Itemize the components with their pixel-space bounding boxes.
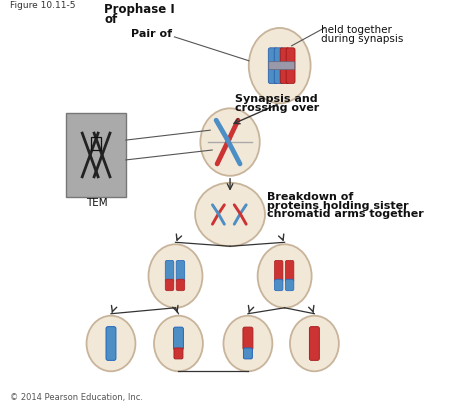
Ellipse shape — [249, 28, 310, 103]
Ellipse shape — [195, 183, 265, 246]
FancyBboxPatch shape — [243, 327, 253, 350]
FancyBboxPatch shape — [310, 327, 319, 360]
FancyBboxPatch shape — [285, 260, 294, 282]
FancyBboxPatch shape — [274, 279, 283, 291]
Ellipse shape — [154, 316, 203, 371]
Text: held together: held together — [321, 25, 392, 35]
FancyBboxPatch shape — [268, 48, 277, 84]
FancyBboxPatch shape — [165, 260, 174, 282]
Text: Figure 10.11-5: Figure 10.11-5 — [10, 1, 75, 10]
FancyBboxPatch shape — [165, 279, 174, 291]
FancyBboxPatch shape — [176, 279, 185, 291]
FancyBboxPatch shape — [66, 113, 126, 197]
FancyBboxPatch shape — [286, 48, 295, 84]
Ellipse shape — [290, 316, 339, 371]
Ellipse shape — [87, 316, 136, 371]
Text: Pair of: Pair of — [131, 29, 172, 39]
FancyBboxPatch shape — [285, 279, 294, 291]
FancyBboxPatch shape — [274, 260, 283, 282]
Ellipse shape — [201, 109, 260, 176]
Ellipse shape — [148, 244, 202, 308]
Text: Prophase I: Prophase I — [104, 3, 175, 16]
FancyBboxPatch shape — [106, 327, 116, 360]
Text: Synapsis and: Synapsis and — [235, 94, 318, 104]
Text: TEM: TEM — [86, 198, 108, 208]
Text: crossing over: crossing over — [235, 103, 319, 113]
FancyBboxPatch shape — [176, 260, 185, 282]
Text: of: of — [104, 13, 117, 26]
Text: © 2014 Pearson Education, Inc.: © 2014 Pearson Education, Inc. — [10, 393, 143, 402]
Text: during synapsis: during synapsis — [321, 34, 404, 44]
Ellipse shape — [223, 316, 273, 371]
Text: chromatid arms together: chromatid arms together — [267, 209, 423, 220]
FancyBboxPatch shape — [174, 348, 183, 359]
Ellipse shape — [258, 244, 311, 308]
FancyBboxPatch shape — [280, 48, 289, 84]
Text: proteins holding sister: proteins holding sister — [267, 201, 409, 211]
Text: Breakdown of: Breakdown of — [267, 192, 353, 202]
FancyBboxPatch shape — [269, 62, 294, 70]
FancyBboxPatch shape — [274, 48, 283, 84]
FancyBboxPatch shape — [244, 348, 252, 359]
FancyBboxPatch shape — [173, 327, 183, 350]
